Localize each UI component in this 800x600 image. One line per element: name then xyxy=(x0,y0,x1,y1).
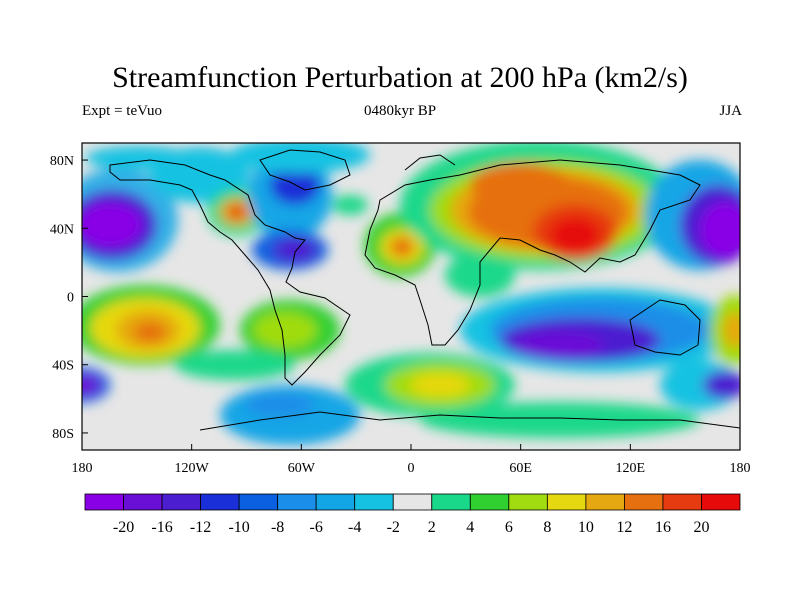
time-label: 0480kyr BP xyxy=(363,103,437,119)
colorbar-label: -4 xyxy=(348,519,361,536)
colorbar-label: -8 xyxy=(271,519,284,536)
colorbar-swatch xyxy=(624,493,664,511)
y-tick-label: 40N xyxy=(50,222,74,237)
colorbar-swatch xyxy=(508,493,548,511)
colorbar-label: 12 xyxy=(616,519,632,536)
y-tick-label: 80N xyxy=(50,154,74,169)
colorbar-swatch xyxy=(238,493,279,511)
x-tick-label: 0 xyxy=(408,461,415,476)
x-axis: 180 120W 60W 0 60E 120E 180 xyxy=(72,444,751,476)
colorbar-swatch xyxy=(200,493,240,511)
y-tick-label: 40S xyxy=(52,359,74,374)
colorbar-label: -20 xyxy=(113,519,134,536)
page-title: Streamfunction Perturbation at 200 hPa (… xyxy=(112,61,688,94)
colorbar-swatch xyxy=(315,493,356,511)
x-tick-label: 60E xyxy=(509,461,532,476)
colorbar-label: 4 xyxy=(466,519,474,536)
colorbar-label: -6 xyxy=(310,519,323,536)
colorbar-swatch xyxy=(701,493,741,511)
colorbar-swatch xyxy=(123,493,163,511)
colorbar-label: 6 xyxy=(505,519,513,536)
y-tick-label: 0 xyxy=(67,291,74,306)
colorbar-swatch xyxy=(431,493,471,511)
coastlines xyxy=(109,149,740,431)
y-tick-label: 80S xyxy=(52,427,74,442)
colorbar-label: -16 xyxy=(151,519,172,536)
experiment-label: Expt = teVuo xyxy=(82,103,163,119)
x-tick-label: 60W xyxy=(288,461,316,476)
contour-field xyxy=(82,143,740,445)
colorbar-label: -10 xyxy=(228,519,249,536)
season-label: JJA xyxy=(719,103,742,119)
colorbar-swatch xyxy=(84,493,124,511)
colorbar-swatch xyxy=(392,493,433,511)
colorbar-label: -2 xyxy=(387,519,400,536)
colorbar-label: -12 xyxy=(190,519,211,536)
colorbar-swatch xyxy=(354,493,394,511)
colorbar-swatch xyxy=(277,493,317,511)
colorbar: -20 -16 -12 -10 -8 -6 -4 -2 2 4 6 8 10 12 16 20 xyxy=(84,493,741,536)
colorbar-label: 2 xyxy=(428,519,436,536)
x-tick-label: 180 xyxy=(72,461,93,476)
colorbar-label: 16 xyxy=(655,519,671,536)
colorbar-label: 10 xyxy=(578,519,594,536)
colorbar-swatch xyxy=(662,493,702,511)
x-tick-label: 180 xyxy=(730,461,751,476)
colorbar-swatch xyxy=(161,493,201,511)
x-tick-label: 120W xyxy=(175,461,210,476)
x-tick-label: 120E xyxy=(616,461,646,476)
y-axis: 80N 40N 0 40S 80S xyxy=(50,154,88,442)
colorbar-swatch xyxy=(546,493,587,511)
colorbar-label: 20 xyxy=(693,519,709,536)
colorbar-label: 8 xyxy=(543,519,551,536)
colorbar-swatch xyxy=(469,493,510,511)
colorbar-swatch xyxy=(585,493,625,511)
